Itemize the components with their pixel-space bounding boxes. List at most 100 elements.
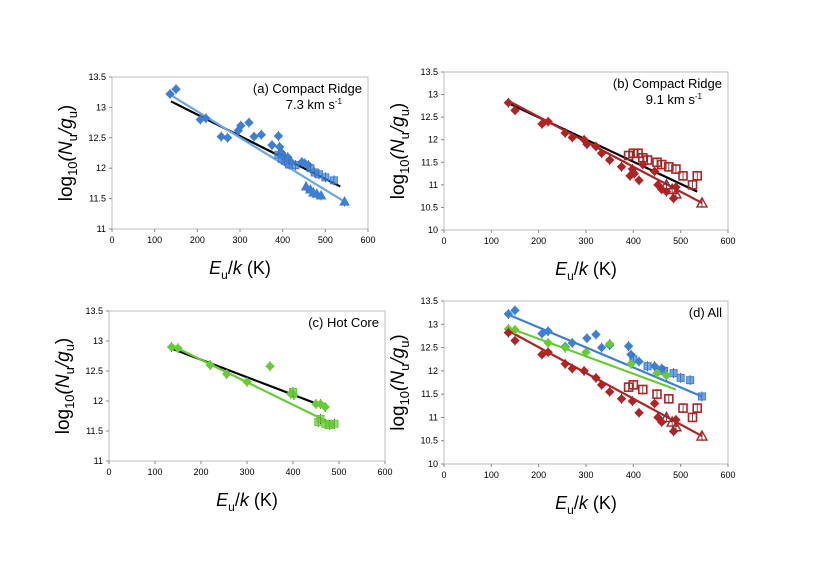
data-point	[664, 162, 674, 172]
x-label-sub: u	[221, 268, 228, 282]
x-label-slash: /	[574, 493, 579, 513]
data-point	[627, 396, 638, 406]
data-point	[596, 342, 607, 353]
data-point	[649, 166, 660, 177]
panel-label: (b) Compact Ridge	[613, 76, 722, 91]
y-tick-label: 11	[97, 224, 106, 234]
data-point	[692, 171, 703, 181]
x-tick-label: 500	[331, 467, 346, 477]
y-label-sub10: 10	[397, 159, 412, 173]
data-point	[669, 187, 683, 199]
data-point	[265, 361, 275, 371]
y-tick-label: 13.5	[85, 306, 103, 316]
y-label-sub10: 10	[397, 391, 412, 405]
data-point	[567, 338, 577, 348]
data-point	[678, 403, 688, 413]
y-tick-label: 13	[93, 336, 103, 346]
data-point	[660, 178, 673, 190]
x-tick-label: 600	[720, 470, 735, 480]
data-point	[543, 116, 553, 127]
y-label-g: /g	[56, 118, 77, 136]
data-point	[637, 384, 648, 395]
x-label-e: E	[555, 259, 568, 279]
panel-sublabel: 7.3 km s-1	[286, 97, 343, 112]
chart-panel: 0 100 200 300 400 500 600 11 11.5 12 12.5 13 13.5 (c)…	[53, 306, 393, 514]
y-tick-label: 12	[428, 135, 438, 145]
data-point	[591, 329, 601, 340]
data-point	[616, 394, 627, 404]
x-tick-label: 600	[377, 467, 392, 477]
y-label-n: (N	[388, 139, 409, 159]
data-point	[273, 131, 284, 141]
data-point	[687, 180, 698, 190]
y-tick-label: 11.5	[86, 426, 103, 436]
data-point	[560, 128, 570, 138]
data-point	[173, 343, 183, 353]
data-point	[249, 131, 259, 142]
data-point	[634, 175, 644, 186]
panel-sublabel-sup: -1	[335, 97, 343, 106]
data-point	[201, 113, 211, 124]
y-label-sub-u1: u	[397, 364, 412, 371]
y-label-sub-u1: u	[397, 132, 412, 139]
x-tick-label: 100	[484, 470, 499, 480]
data-point	[560, 359, 570, 369]
data-point	[579, 366, 589, 376]
y-label-log: log	[388, 174, 409, 199]
y-tick-label: 13.5	[420, 296, 438, 306]
y-tick-label: 11	[429, 180, 438, 190]
data-point	[652, 389, 662, 399]
x-label-unit: (K)	[249, 490, 278, 510]
data-point	[604, 387, 615, 397]
data-point	[503, 327, 514, 338]
x-tick-label: 600	[360, 235, 375, 245]
data-point	[339, 196, 350, 206]
panel-label: (a) Compact Ridge	[253, 81, 362, 96]
data-point	[244, 117, 254, 128]
y-axis-label: log10(Nu/gu)	[56, 105, 80, 202]
fit-line	[508, 326, 677, 391]
data-point	[171, 84, 181, 94]
x-label-k: k	[579, 259, 589, 279]
data-point	[222, 133, 233, 143]
y-label-close: )	[53, 338, 74, 344]
y-axis-label: log10(Nu/gu)	[388, 334, 412, 431]
x-label-unit: (K)	[588, 493, 617, 513]
y-tick-label: 12	[93, 396, 103, 406]
data-point	[629, 168, 639, 179]
data-point	[316, 415, 325, 423]
y-tick-label: 10.5	[420, 202, 438, 212]
data-point	[686, 376, 695, 385]
y-label-sub-u2: u	[62, 344, 77, 351]
y-label-n: (N	[388, 371, 409, 391]
data-point	[315, 190, 327, 200]
x-label-k: k	[240, 490, 250, 510]
y-label-sub-u2: u	[397, 109, 412, 116]
y-tick-label: 11	[429, 412, 438, 422]
y-tick-label: 12.5	[420, 343, 438, 353]
data-point	[510, 305, 520, 316]
data-point	[695, 429, 709, 441]
data-point	[697, 392, 706, 401]
data-point	[692, 403, 703, 413]
x-label-sub: u	[228, 500, 235, 514]
data-point	[656, 159, 667, 170]
data-point	[205, 360, 215, 370]
data-point	[581, 347, 591, 357]
data-point	[510, 105, 520, 116]
y-label-log: log	[56, 176, 77, 201]
x-tick-label: 200	[531, 470, 546, 480]
plot-area	[443, 300, 729, 465]
panel-label: (d) All	[689, 305, 722, 320]
y-label-sub-u2: u	[397, 341, 412, 348]
data-point	[510, 325, 520, 335]
panel-label: (c) Hot Core	[308, 315, 379, 330]
x-tick-label: 500	[318, 235, 333, 245]
x-tick-label: 600	[720, 236, 735, 246]
y-tick-label: 12.5	[420, 112, 438, 122]
y-tick-label: 11.5	[89, 194, 106, 204]
data-point	[503, 97, 514, 108]
data-point	[604, 155, 615, 165]
x-label-unit: (K)	[242, 258, 271, 278]
